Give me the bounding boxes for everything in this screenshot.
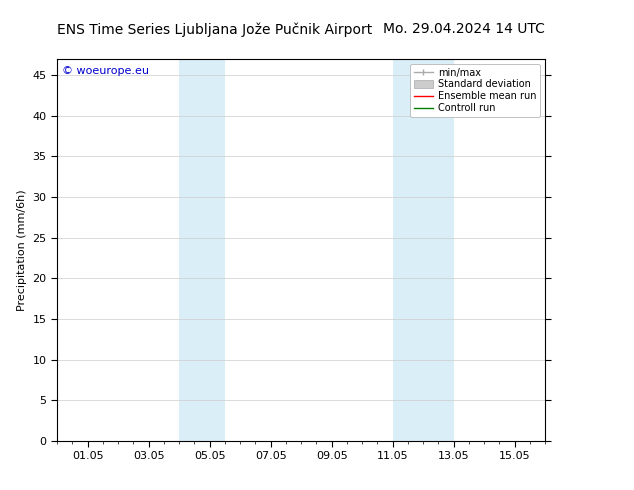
Text: Mo. 29.04.2024 14 UTC: Mo. 29.04.2024 14 UTC [384, 22, 545, 36]
Legend: min/max, Standard deviation, Ensemble mean run, Controll run: min/max, Standard deviation, Ensemble me… [410, 64, 540, 117]
Bar [392, 59, 454, 441]
Text: © woeurope.eu: © woeurope.eu [62, 67, 149, 76]
Bar [179, 59, 225, 441]
Y-axis label: Precipitation (mm/6h): Precipitation (mm/6h) [17, 189, 27, 311]
Text: ENS Time Series Ljubljana Jože Pučnik Airport: ENS Time Series Ljubljana Jože Pučnik Ai… [57, 22, 372, 37]
